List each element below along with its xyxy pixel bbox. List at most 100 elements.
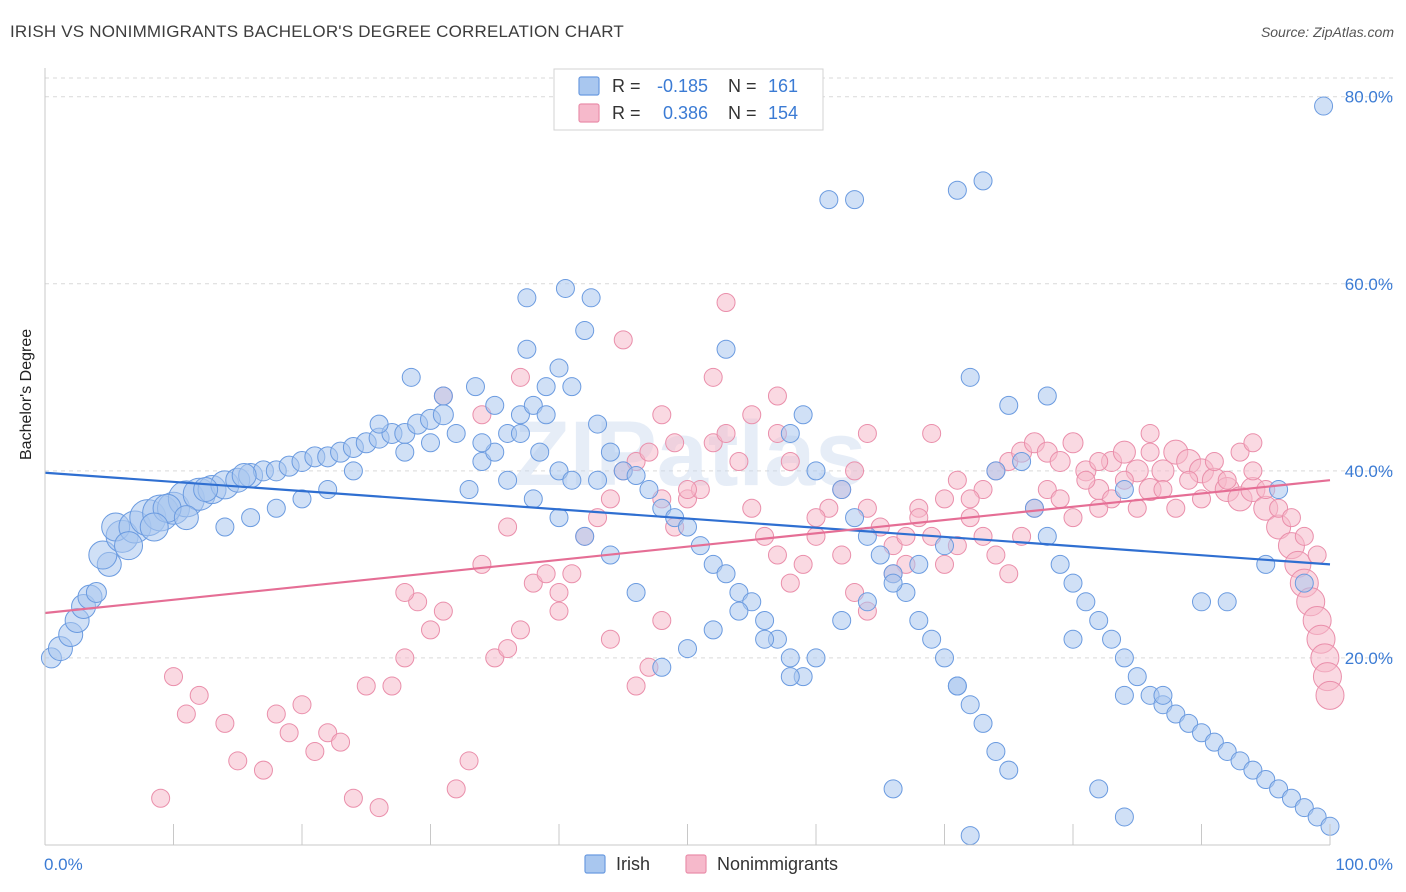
nonimmigrants-point	[716, 423, 736, 443]
irish-point	[780, 648, 800, 668]
irish-point	[947, 676, 967, 696]
nonimmigrants-point	[1230, 442, 1250, 462]
nonimmigrants-point	[1315, 680, 1345, 710]
series-legend-label: Irish	[616, 854, 650, 874]
nonimmigrants-point	[819, 498, 839, 518]
irish-point	[1050, 554, 1070, 574]
n-label: N =	[728, 76, 757, 96]
nonimmigrants-point	[395, 648, 415, 668]
irish-point	[819, 190, 839, 210]
nonimmigrants-point	[832, 545, 852, 565]
irish-point	[1037, 526, 1057, 546]
nonimmigrants-point	[780, 573, 800, 593]
nonimmigrants-point	[253, 760, 273, 780]
nonimmigrants-point	[356, 676, 376, 696]
irish-point	[1307, 807, 1327, 827]
r-value: -0.185	[657, 76, 708, 96]
irish-point	[742, 592, 762, 612]
irish-point	[703, 620, 723, 640]
irish-point	[1294, 573, 1314, 593]
irish-point	[1012, 452, 1032, 471]
nonimmigrants-point	[433, 601, 453, 621]
irish-point	[1192, 592, 1211, 612]
nonimmigrants-points	[151, 292, 1345, 818]
irish-point	[909, 554, 929, 574]
irish-point	[510, 405, 530, 425]
irish-point	[523, 395, 543, 415]
nonimmigrants-point	[845, 461, 865, 481]
nonimmigrants-point	[1166, 498, 1186, 518]
series-legend-label: Nonimmigrants	[717, 854, 838, 874]
irish-point	[575, 526, 595, 546]
nonimmigrants-point	[716, 292, 736, 312]
nonimmigrants-point	[331, 732, 351, 752]
irish-point	[292, 489, 312, 509]
nonimmigrants-point	[1243, 461, 1263, 481]
irish-point	[1192, 723, 1211, 743]
irish-point	[401, 367, 421, 387]
irish-point	[510, 423, 530, 443]
irish-point	[369, 414, 389, 434]
irish-point	[485, 442, 505, 462]
r-label: R =	[612, 76, 641, 96]
irish-point	[549, 508, 569, 528]
nonimmigrants-point	[1062, 432, 1084, 454]
nonimmigrants-point	[176, 704, 196, 724]
nonimmigrants-point	[935, 554, 954, 574]
irish-point	[433, 386, 453, 406]
irish-point	[600, 442, 620, 462]
irish-point	[555, 278, 575, 298]
nonimmigrants-point	[1063, 508, 1083, 528]
x-tick-label-min: 0.0%	[44, 855, 83, 874]
irish-point	[909, 611, 929, 631]
irish-point	[780, 667, 800, 687]
irish-point	[947, 180, 967, 200]
nonimmigrants-point	[845, 582, 865, 602]
irish-point	[485, 395, 505, 415]
nonimmigrants-point	[999, 564, 1019, 584]
irish-point	[883, 573, 903, 593]
irish-point	[575, 321, 595, 341]
irish-point	[215, 517, 235, 537]
irish-point	[999, 760, 1019, 780]
nonimmigrants-point	[1037, 480, 1057, 500]
irish-point	[1063, 573, 1083, 593]
nonimmigrants-point	[305, 741, 325, 761]
nonimmigrants-point	[1049, 451, 1071, 472]
nonimmigrants-point	[600, 489, 620, 509]
nonimmigrants-point	[973, 480, 993, 500]
nonimmigrants-point	[973, 526, 993, 546]
nonimmigrants-point	[806, 526, 826, 546]
irish-point	[536, 405, 556, 425]
irish-point	[536, 377, 556, 397]
irish-point	[935, 536, 954, 556]
nonimmigrants-point	[780, 452, 800, 471]
irish-point	[1037, 386, 1057, 406]
irish-point	[832, 480, 852, 500]
irish-point	[896, 582, 916, 602]
irish-point	[1294, 798, 1314, 818]
nonimmigrants-point	[421, 620, 440, 640]
n-value: 161	[768, 76, 798, 96]
irish-point	[1102, 629, 1122, 649]
irish-point	[343, 461, 363, 481]
nonimmigrants-point	[472, 405, 492, 425]
irish-point	[973, 171, 993, 191]
irish-point	[1153, 685, 1173, 705]
nonimmigrants-point	[266, 704, 286, 724]
nonimmigrants-point	[562, 564, 582, 584]
irish-point	[498, 470, 518, 490]
x-tick-label-max: 100.0%	[1335, 855, 1393, 874]
irish-point	[857, 592, 877, 612]
chart-title: IRISH VS NONIMMIGRANTS BACHELOR'S DEGREE…	[10, 22, 625, 41]
irish-point	[845, 508, 865, 528]
irish-point	[395, 442, 415, 462]
irish-point	[562, 470, 582, 490]
nonimmigrants-point	[652, 405, 672, 425]
irish-point	[755, 629, 775, 649]
y-tick-label: 80.0%	[1345, 88, 1393, 107]
nonimmigrants-point	[793, 554, 813, 574]
nonimmigrants-point	[703, 367, 723, 387]
nonimmigrants-point	[652, 611, 672, 631]
irish-point	[588, 470, 608, 490]
